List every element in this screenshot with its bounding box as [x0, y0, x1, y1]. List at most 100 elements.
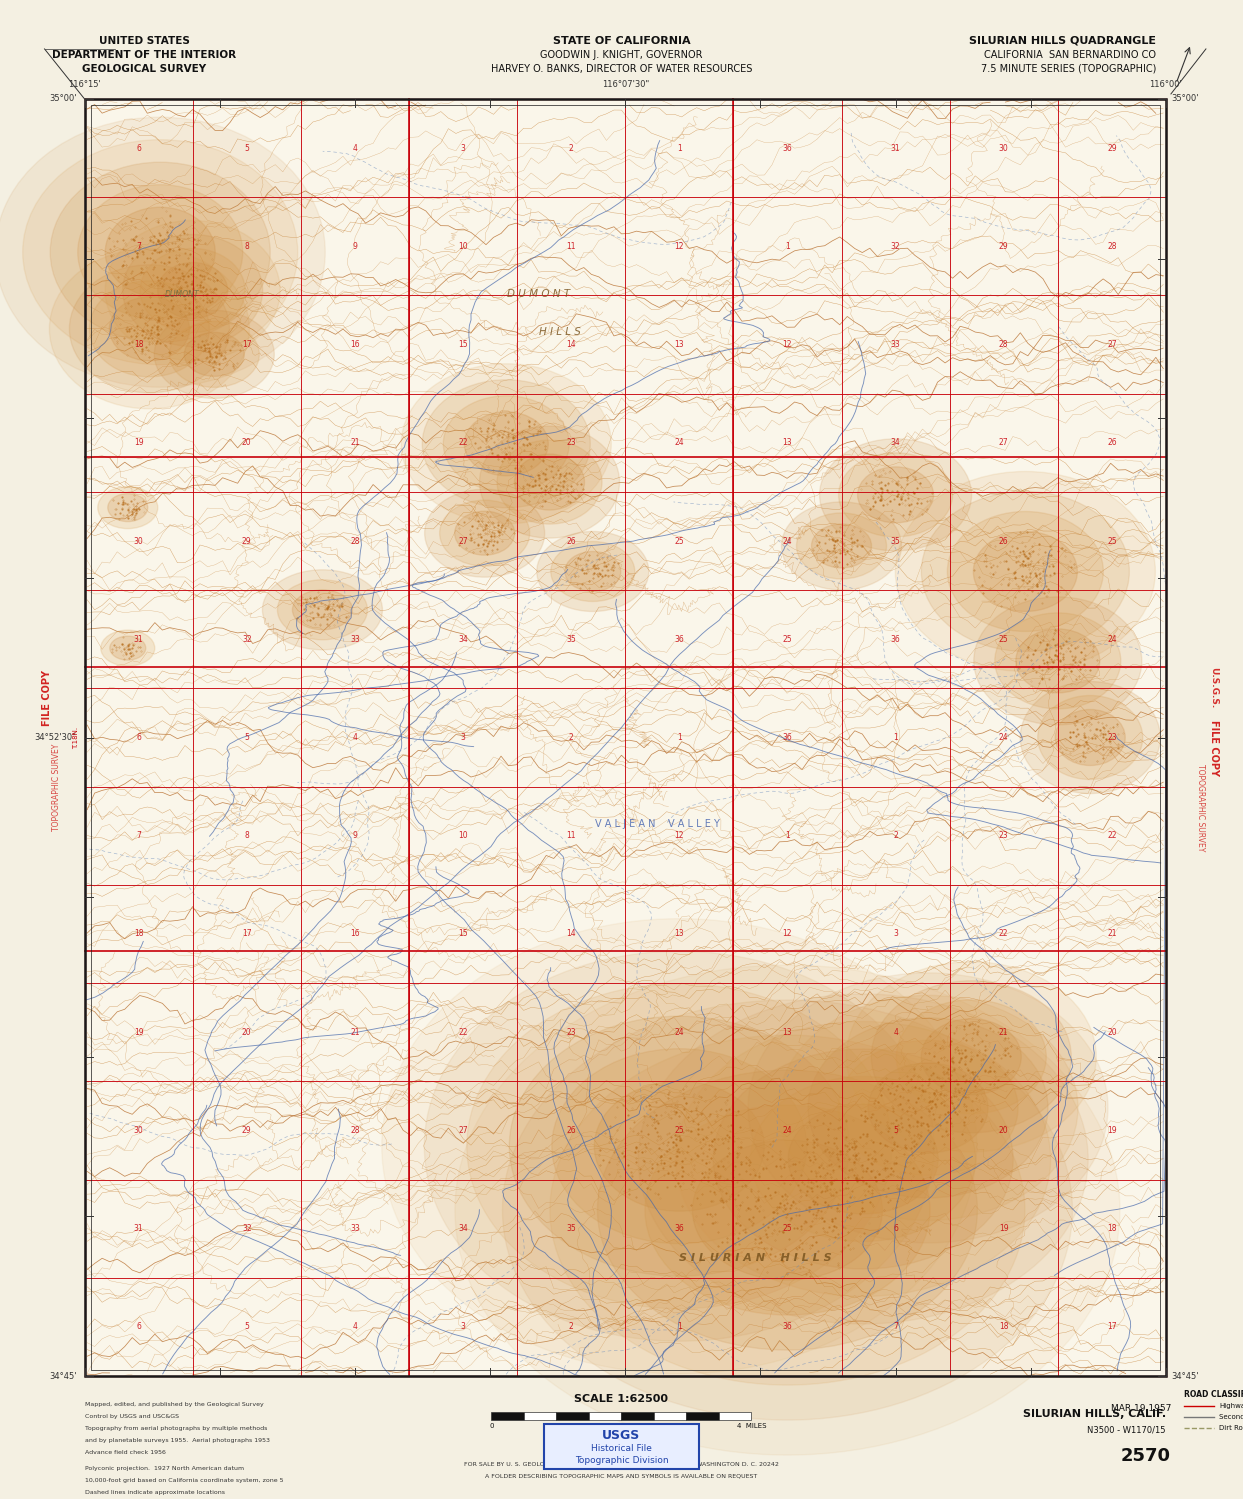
Ellipse shape: [838, 1040, 1018, 1175]
Ellipse shape: [123, 234, 262, 346]
Text: DATUM IS MEAN SEA LEVEL: DATUM IS MEAN SEA LEVEL: [564, 1439, 679, 1448]
Ellipse shape: [645, 1105, 930, 1315]
Text: CALIFORNIA  SAN BERNARDINO CO: CALIFORNIA SAN BERNARDINO CO: [984, 49, 1156, 60]
Ellipse shape: [1055, 709, 1125, 766]
Bar: [85, 99, 1166, 1376]
Text: SCALE 1:62500: SCALE 1:62500: [574, 1394, 669, 1405]
Text: 22: 22: [459, 1028, 467, 1037]
Ellipse shape: [440, 501, 530, 567]
Text: 32: 32: [242, 1225, 251, 1234]
Text: 12: 12: [675, 241, 684, 250]
Text: Dashed lines indicate approximate locations: Dashed lines indicate approximate locati…: [85, 1490, 225, 1495]
Text: 35°00': 35°00': [1171, 94, 1198, 103]
Text: 35: 35: [567, 634, 576, 643]
Text: 3: 3: [461, 144, 465, 153]
Text: Topography from aerial photographs by multiple methods: Topography from aerial photographs by mu…: [85, 1426, 267, 1430]
Bar: [622, 1412, 654, 1420]
Text: 22: 22: [999, 929, 1008, 938]
Text: 35: 35: [567, 1225, 576, 1234]
Text: 25: 25: [783, 1225, 792, 1234]
Ellipse shape: [537, 532, 649, 612]
Text: 17: 17: [242, 340, 251, 349]
Text: 31: 31: [134, 634, 143, 643]
Text: 22: 22: [459, 438, 467, 447]
Text: 23: 23: [1108, 733, 1116, 742]
Ellipse shape: [401, 364, 612, 523]
Ellipse shape: [839, 453, 952, 537]
Text: 23: 23: [567, 438, 576, 447]
Text: 28: 28: [999, 340, 1008, 349]
Ellipse shape: [1038, 696, 1142, 779]
Text: 21: 21: [351, 1028, 359, 1037]
Ellipse shape: [262, 570, 383, 649]
Text: MAR 19 1957: MAR 19 1957: [1110, 1403, 1171, 1412]
Text: 7: 7: [137, 241, 140, 250]
Text: Highways: Highways: [1219, 1403, 1243, 1409]
Text: 5: 5: [245, 1322, 249, 1331]
Ellipse shape: [455, 511, 515, 555]
Text: 25: 25: [783, 634, 792, 643]
Text: 8: 8: [245, 832, 249, 841]
Text: 26: 26: [567, 1126, 576, 1135]
Text: SILURIAN HILLS, CALIF.: SILURIAN HILLS, CALIF.: [1023, 1409, 1166, 1420]
Text: 36: 36: [783, 733, 792, 742]
Text: 32: 32: [242, 634, 251, 643]
Text: 2570: 2570: [1121, 1447, 1171, 1465]
Ellipse shape: [184, 333, 245, 376]
Ellipse shape: [70, 265, 230, 393]
Ellipse shape: [423, 379, 590, 508]
Text: 23: 23: [999, 832, 1008, 841]
Text: UNITED STATES: UNITED STATES: [99, 36, 190, 46]
Ellipse shape: [947, 511, 1104, 631]
Ellipse shape: [788, 1103, 938, 1214]
Text: Polyconic projection.  1927 North American datum: Polyconic projection. 1927 North America…: [85, 1466, 244, 1471]
Text: Historical File: Historical File: [592, 1445, 651, 1454]
Ellipse shape: [98, 487, 158, 529]
Text: USGS: USGS: [603, 1429, 640, 1442]
Text: 24: 24: [675, 1028, 684, 1037]
Text: H I L L S: H I L L S: [539, 327, 582, 337]
Text: U.S.G.S.: U.S.G.S.: [1209, 667, 1218, 708]
Text: and by planetable surveys 1955.  Aerial photographs 1953: and by planetable surveys 1955. Aerial p…: [85, 1438, 270, 1442]
Text: DEPARTMENT OF THE INTERIOR: DEPARTMENT OF THE INTERIOR: [52, 49, 236, 60]
Text: 2: 2: [619, 1423, 624, 1429]
Text: 36: 36: [891, 634, 900, 643]
Ellipse shape: [564, 552, 620, 592]
Text: 34: 34: [459, 1225, 467, 1234]
Ellipse shape: [676, 1021, 1050, 1297]
Text: 36: 36: [783, 144, 792, 153]
Bar: [686, 1412, 718, 1420]
Text: 6: 6: [137, 144, 140, 153]
Text: 5: 5: [245, 733, 249, 742]
Text: 34°45': 34°45': [48, 1372, 77, 1381]
Ellipse shape: [973, 597, 1142, 726]
Text: 13: 13: [675, 929, 684, 938]
Ellipse shape: [1021, 682, 1160, 793]
Text: 30: 30: [134, 1126, 143, 1135]
Ellipse shape: [108, 493, 148, 522]
Text: 28: 28: [351, 1126, 359, 1135]
Ellipse shape: [158, 262, 227, 318]
Text: 19: 19: [999, 1225, 1008, 1234]
Text: 12: 12: [783, 340, 792, 349]
Text: 2: 2: [569, 1322, 573, 1331]
Text: 30: 30: [999, 144, 1008, 153]
Text: 5: 5: [894, 1126, 897, 1135]
Text: 20: 20: [242, 1028, 251, 1037]
Bar: [91, 105, 1160, 1370]
Text: 21: 21: [351, 438, 359, 447]
Text: 1: 1: [894, 733, 897, 742]
Text: 9: 9: [353, 832, 357, 841]
Text: CONTOUR INTERVAL 40 FEET: CONTOUR INTERVAL 40 FEET: [561, 1427, 682, 1436]
Text: 19: 19: [1108, 1126, 1116, 1135]
Text: 116°00': 116°00': [1150, 79, 1182, 88]
Text: N3500 - W1170/15: N3500 - W1170/15: [1088, 1426, 1166, 1435]
Ellipse shape: [713, 1049, 1013, 1270]
Text: 116°15': 116°15': [68, 79, 101, 88]
Text: 27: 27: [459, 1126, 467, 1135]
Ellipse shape: [22, 139, 298, 364]
Ellipse shape: [895, 472, 1155, 672]
Bar: [85, 99, 1166, 1376]
Text: 16: 16: [351, 340, 359, 349]
Ellipse shape: [797, 513, 886, 579]
